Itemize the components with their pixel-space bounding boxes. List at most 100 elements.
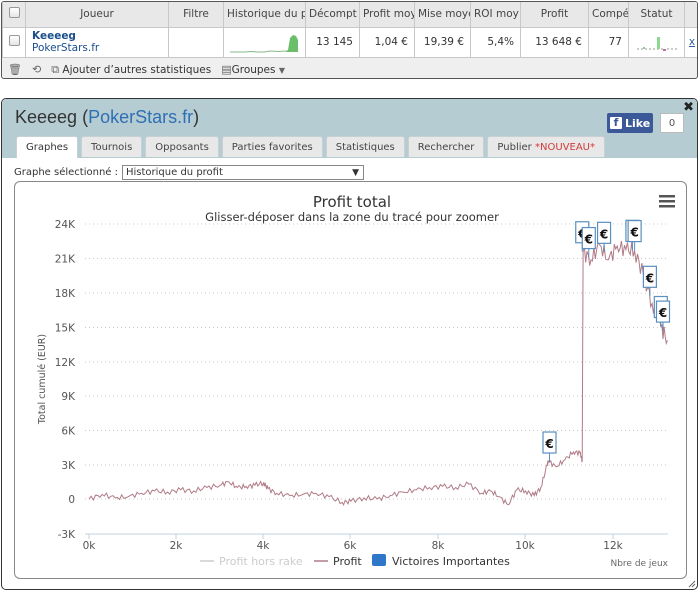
facebook-like-label: Like	[625, 116, 651, 130]
svg-text:4k: 4k	[257, 540, 271, 552]
tab-graphes[interactable]: Graphes	[16, 136, 79, 158]
euro-icon: €	[629, 226, 638, 240]
table-row: Keeeeg PokerStars.fr 13 145 1,04 € 19,39…	[2, 26, 697, 58]
graph-select-label: Graphe sélectionné :	[14, 167, 118, 178]
column-header-avg-profit[interactable]: Profit moy	[359, 2, 415, 28]
victory-markers: €€€€€€€€€	[542, 219, 671, 463]
euro-icon: €	[584, 233, 593, 247]
stats-panel: Joueur Filtre Historique du p Décompt Pr…	[1, 1, 698, 79]
legend-item-profit[interactable]: Profit	[314, 555, 362, 568]
groups-label: Groupes	[231, 64, 276, 76]
column-header-competence[interactable]: Compé	[588, 2, 629, 28]
column-header-history[interactable]: Historique du p	[223, 2, 306, 28]
add-window-icon: ⧉	[51, 62, 60, 76]
trash-icon[interactable]: 🗑	[8, 63, 22, 76]
svg-text:21K: 21K	[55, 254, 76, 266]
tab-opposants[interactable]: Opposants	[145, 136, 219, 157]
remove-row-link[interactable]: x	[684, 26, 697, 58]
tab-tournois[interactable]: Tournois	[81, 136, 143, 157]
profit-series-line	[88, 240, 668, 506]
column-header-avg-roi[interactable]: ROI moy	[470, 2, 521, 28]
victory-marker[interactable]	[627, 220, 642, 243]
facebook-icon: f	[610, 117, 622, 129]
row-select-cell[interactable]	[2, 26, 26, 58]
column-header-avg-stake[interactable]: Mise moye	[414, 2, 471, 28]
chart-legend: Profit hors rake Profit Victoires Import…	[200, 554, 510, 568]
player-dialog: Keeeeg (PokerStars.fr) f Like 0 ✖ Graphe…	[1, 98, 698, 590]
select-all-checkbox[interactable]	[8, 7, 20, 19]
tab-parties-favorites[interactable]: Parties favorites	[221, 136, 323, 157]
row-checkbox[interactable]	[8, 35, 20, 46]
column-header-player[interactable]: Joueur	[25, 2, 169, 28]
x-axis-ticks: 0k 2k 4k 6k 8k 10k 12k	[83, 540, 624, 552]
victory-marker[interactable]	[642, 265, 658, 288]
svg-text:10k: 10k	[515, 540, 535, 552]
column-header-count[interactable]: Décompt	[305, 2, 360, 28]
column-header-status[interactable]: Statut	[628, 2, 685, 28]
tab-statistiques[interactable]: Statistiques	[325, 136, 405, 157]
facebook-like-count: 0	[660, 113, 684, 133]
victory-marker[interactable]	[655, 300, 671, 323]
svg-text:9K: 9K	[61, 391, 76, 403]
x-axis-tick-marks	[88, 534, 614, 539]
euro-icon: €	[599, 227, 608, 241]
chart-title: Profit total	[313, 193, 391, 211]
svg-text:8k: 8k	[432, 540, 446, 552]
avg-profit-cell: 1,04 €	[359, 26, 415, 58]
table-header-row: Joueur Filtre Historique du p Décompt Pr…	[2, 2, 697, 28]
profit-chart-svg[interactable]: Profit total Glisser-déposer dans la zon…	[15, 182, 688, 580]
graph-select-row: Graphe sélectionné : Historique du profi…	[14, 165, 364, 180]
legend-item-victoires[interactable]: Victoires Importantes	[372, 554, 510, 568]
avg-stake-cell: 19,39 €	[414, 26, 471, 58]
victory-marker[interactable]	[542, 431, 557, 454]
chart-menu-icon[interactable]	[659, 195, 675, 208]
tab-rechercher[interactable]: Rechercher	[407, 136, 485, 157]
column-header-actions	[684, 2, 697, 28]
resize-handle-icon[interactable]	[688, 580, 696, 588]
svg-text:24K: 24K	[55, 219, 76, 231]
status-sparkline	[637, 36, 677, 51]
dialog-title: Keeeeg (PokerStars.fr)	[15, 107, 199, 128]
chart-subtitle: Glisser-déposer dans la zone du tracé po…	[205, 210, 499, 224]
new-badge: *NOUVEAU*	[534, 141, 595, 153]
player-name-link[interactable]: Keeeeg	[32, 29, 76, 42]
dialog-tabs: Graphes Tournois Opposants Parties favor…	[16, 136, 605, 158]
refresh-icon[interactable]: ⟲	[31, 63, 42, 76]
history-sparkline-cell	[223, 26, 306, 58]
tab-publier-label: Publier	[497, 141, 532, 153]
svg-text:6k: 6k	[344, 540, 358, 552]
player-site: PokerStars.fr	[32, 41, 100, 54]
legend-item-profit-hors-rake[interactable]: Profit hors rake	[200, 555, 303, 568]
victory-marker[interactable]	[596, 221, 612, 244]
title-site-link[interactable]: PokerStars.fr	[88, 107, 194, 127]
tab-publier[interactable]: Publier *NOUVEAU*	[487, 136, 605, 157]
chevron-down-icon: ▼	[278, 66, 285, 75]
title-player: Keeeeg	[15, 107, 78, 127]
title-paren-open: (	[77, 107, 89, 127]
add-stats-button[interactable]: ⧉ Ajouter d’autres statistiques	[51, 63, 211, 77]
svg-text:0: 0	[68, 494, 75, 506]
stats-table: Joueur Filtre Historique du p Décompt Pr…	[2, 2, 697, 58]
count-cell: 13 145	[305, 26, 360, 58]
title-paren-close: )	[193, 107, 200, 127]
svg-text:2k: 2k	[170, 540, 184, 552]
select-all-header[interactable]	[2, 2, 26, 28]
groups-dropdown[interactable]: ▤Groupes ▼	[221, 63, 285, 76]
svg-text:18K: 18K	[55, 288, 76, 300]
player-cell[interactable]: Keeeeg PokerStars.fr	[25, 26, 169, 58]
close-icon[interactable]: ✖	[683, 100, 694, 115]
svg-text:12k: 12k	[603, 540, 623, 552]
filter-cell[interactable]	[168, 26, 224, 58]
profit-chart[interactable]: Profit total Glisser-déposer dans la zon…	[14, 181, 687, 579]
graph-select-value: Historique du profit	[126, 167, 223, 178]
column-header-profit[interactable]: Profit	[520, 2, 589, 28]
victory-marker[interactable]	[581, 226, 596, 250]
svg-text:0k: 0k	[83, 540, 97, 552]
euro-icon: €	[544, 437, 553, 451]
svg-text:15K: 15K	[55, 323, 76, 335]
column-header-filter[interactable]: Filtre	[168, 2, 224, 28]
x-axis-label: Nbre de jeux	[610, 559, 668, 569]
facebook-like-button[interactable]: f Like	[607, 113, 653, 133]
history-sparkline	[230, 34, 298, 52]
graph-select-dropdown[interactable]: Historique du profit ▼	[122, 165, 364, 180]
